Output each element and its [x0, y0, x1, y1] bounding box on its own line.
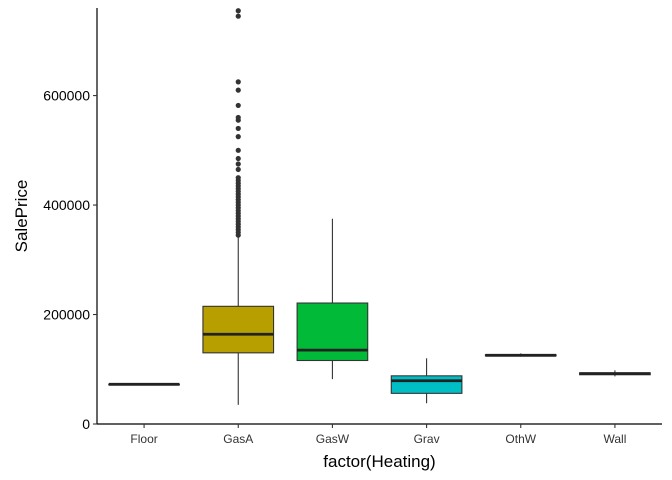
iqr-box — [296, 302, 369, 362]
outlier-point — [235, 125, 241, 132]
box-floor — [108, 382, 180, 386]
outlier-point — [235, 79, 241, 85]
axes-layer — [96, 8, 662, 425]
boxes-layer — [108, 8, 651, 405]
outlier-point — [235, 155, 241, 162]
x-tick-label: GasA — [223, 432, 253, 446]
outlier-point — [235, 8, 241, 14]
box-othw — [484, 353, 557, 357]
outlier-point — [235, 134, 241, 140]
outlier-point — [235, 114, 241, 121]
x-tick-label: Wall — [603, 432, 626, 446]
box-wall — [579, 370, 651, 377]
ticks-layer: 0 200000 400000 600000 Floor GasA GasW Grav OthW… — [43, 88, 626, 446]
x-axis-title: factor(Heating) — [323, 452, 435, 471]
outlier-point — [235, 13, 241, 19]
outlier-point — [235, 147, 241, 153]
y-tick-label: 200000 — [43, 307, 90, 323]
outlier-point — [235, 87, 241, 93]
x-tick-label: GasW — [316, 432, 350, 446]
x-tick-label: OthW — [505, 432, 536, 446]
box-gasa — [202, 8, 275, 405]
box-grav — [390, 358, 463, 404]
box-gasw — [296, 218, 369, 380]
y-tick-label: 400000 — [43, 197, 90, 213]
outlier-point — [235, 175, 241, 181]
x-tick-label: Floor — [130, 432, 157, 446]
y-tick-label: 600000 — [43, 88, 90, 104]
y-tick-label: 0 — [82, 416, 90, 432]
x-tick-label: Grav — [414, 432, 440, 446]
iqr-box — [202, 305, 275, 354]
outlier-point — [235, 161, 241, 167]
iqr-box — [390, 375, 463, 394]
outlier-point — [235, 166, 241, 173]
y-axis-title: SalePrice — [12, 180, 31, 253]
outlier-point — [235, 102, 241, 109]
